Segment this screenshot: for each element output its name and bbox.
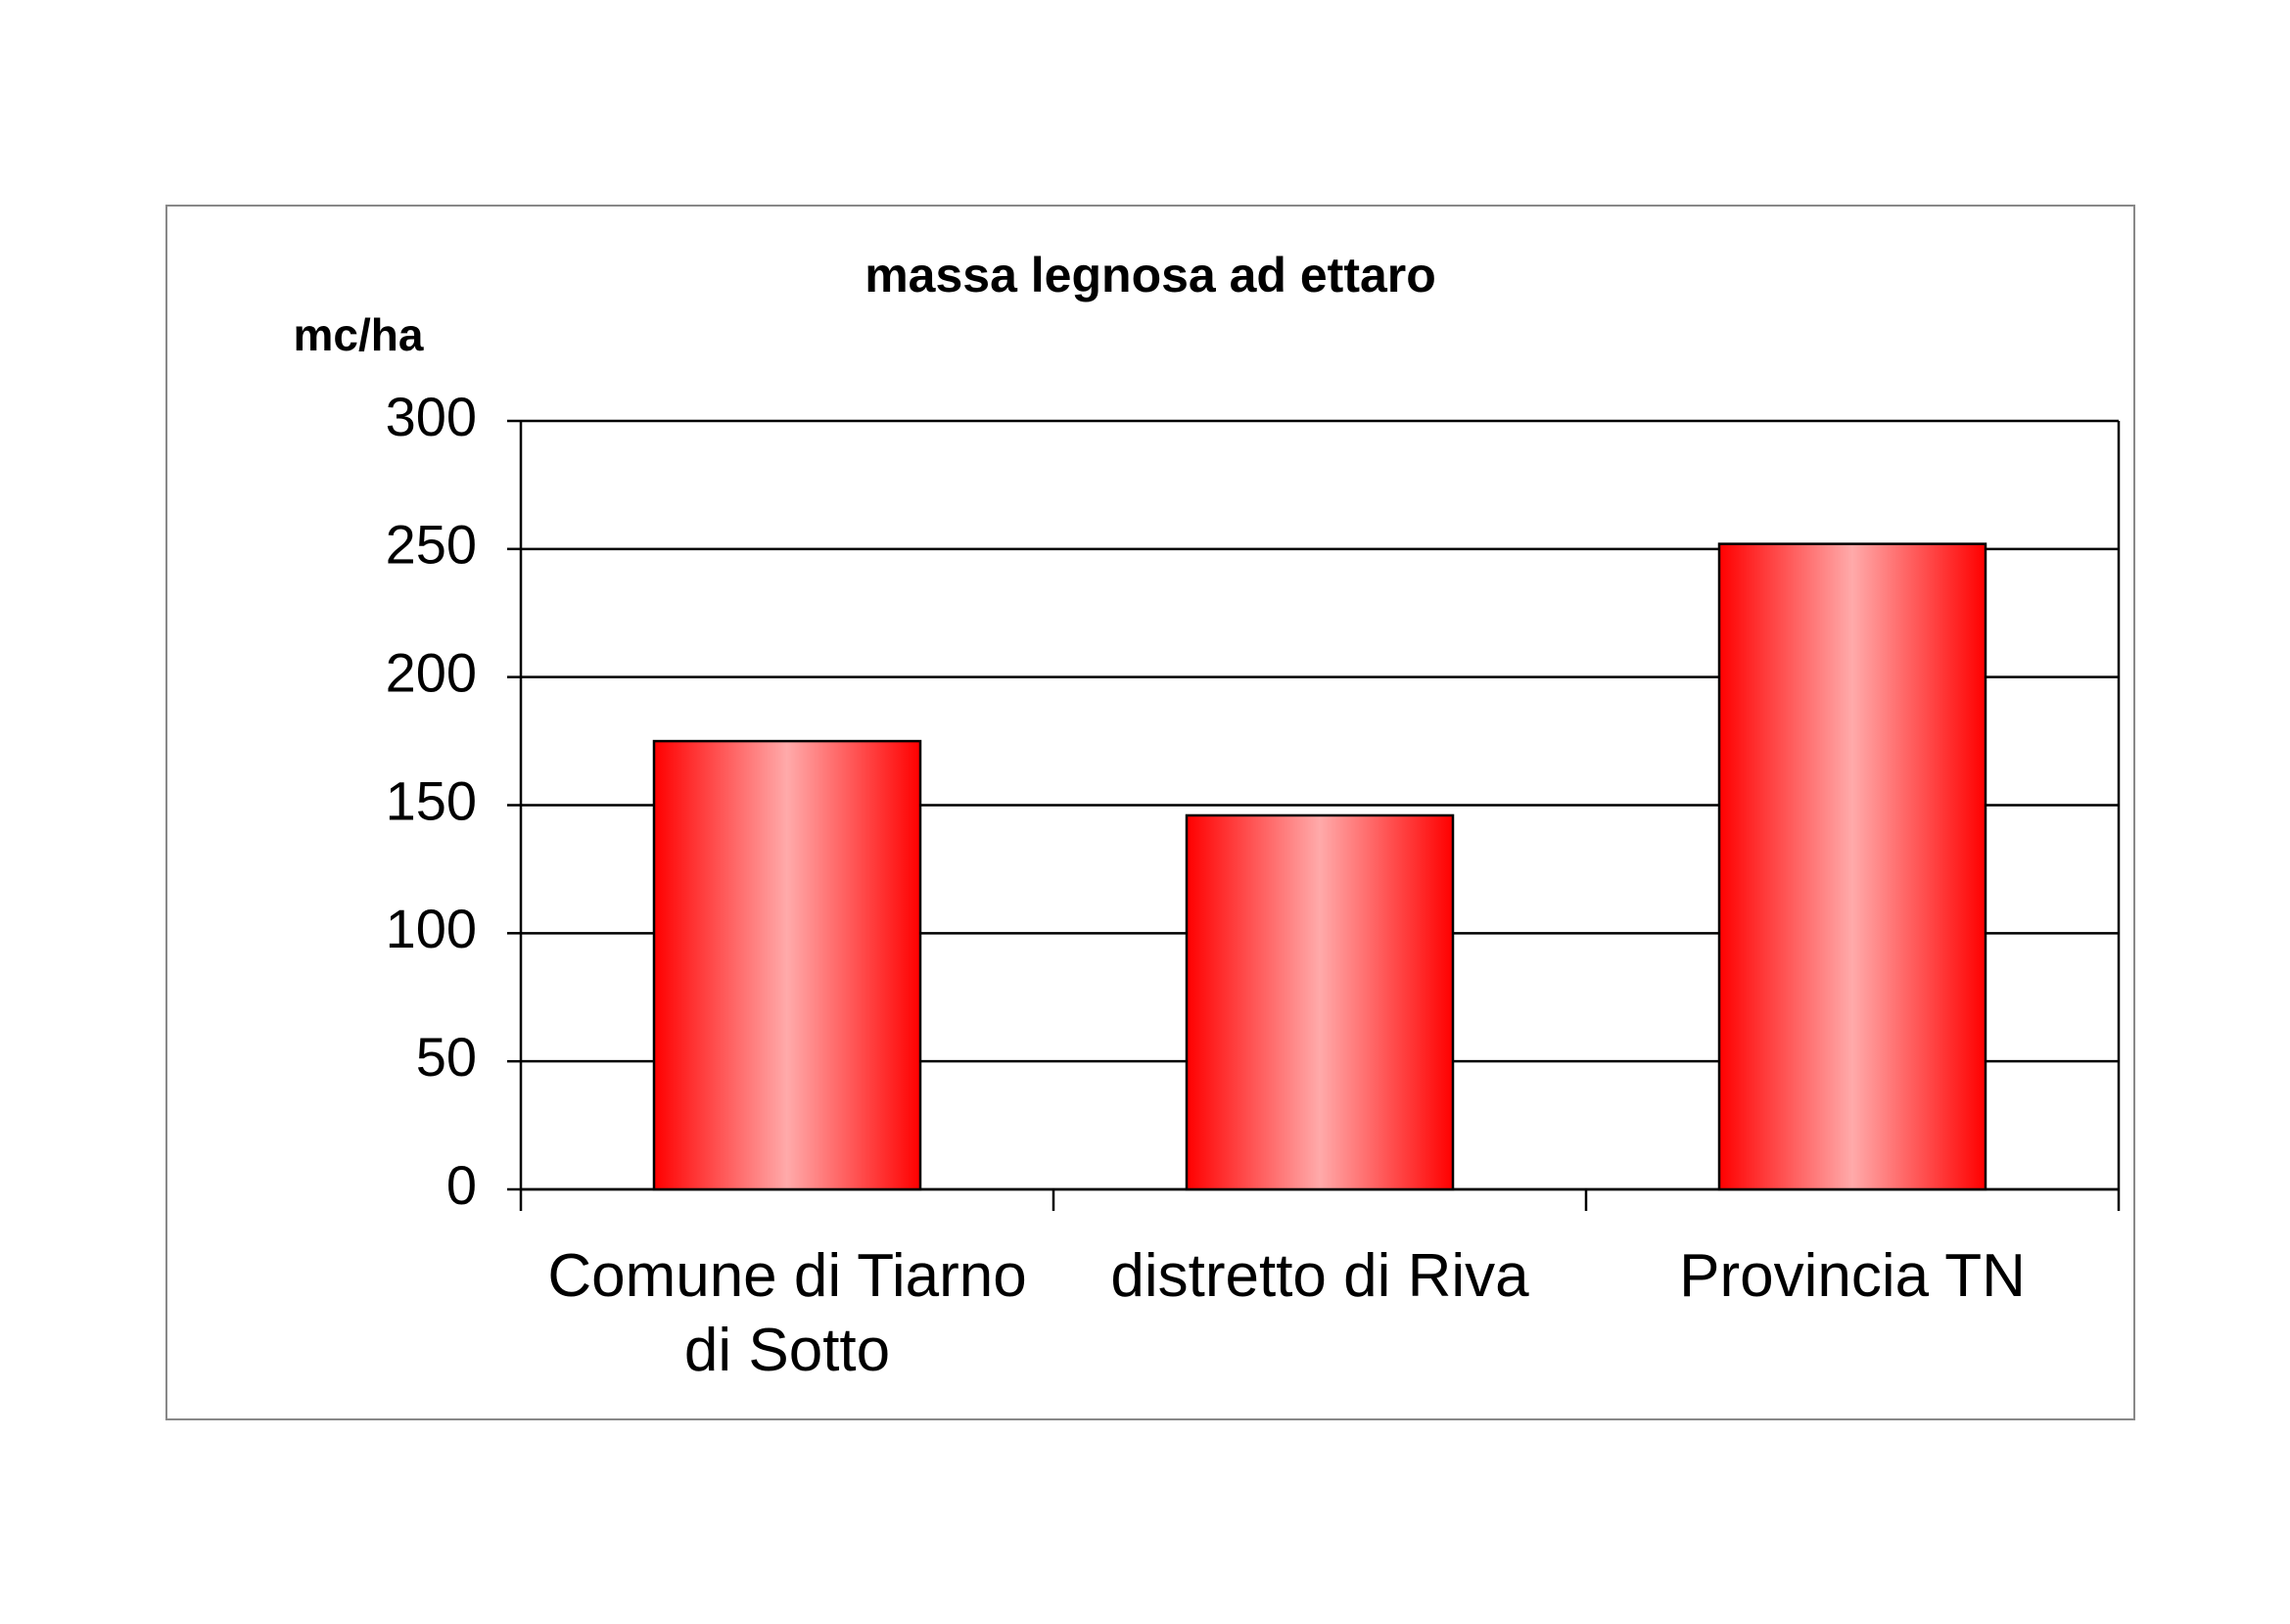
y-tick-label: 150 <box>386 769 477 831</box>
x-tick-label: Provincia TN <box>1679 1242 2026 1310</box>
y-tick-label: 0 <box>446 1154 477 1216</box>
bar <box>652 739 922 1191</box>
y-tick-label: 100 <box>386 898 477 959</box>
y-tick-label: 200 <box>386 641 477 703</box>
y-tick-label: 300 <box>386 386 477 447</box>
y-tick-label: 50 <box>416 1026 477 1088</box>
y-axis-label: mc/ha <box>294 309 424 360</box>
bar <box>1185 813 1455 1191</box>
x-tick-label: Comune di Tiarno di Sotto <box>547 1242 1026 1384</box>
y-tick-label: 250 <box>386 514 477 576</box>
chart-title: massa legnosa ad ettaro <box>865 248 1436 302</box>
x-tick-label: distretto di Riva <box>1110 1242 1529 1310</box>
bar <box>1717 542 1987 1191</box>
